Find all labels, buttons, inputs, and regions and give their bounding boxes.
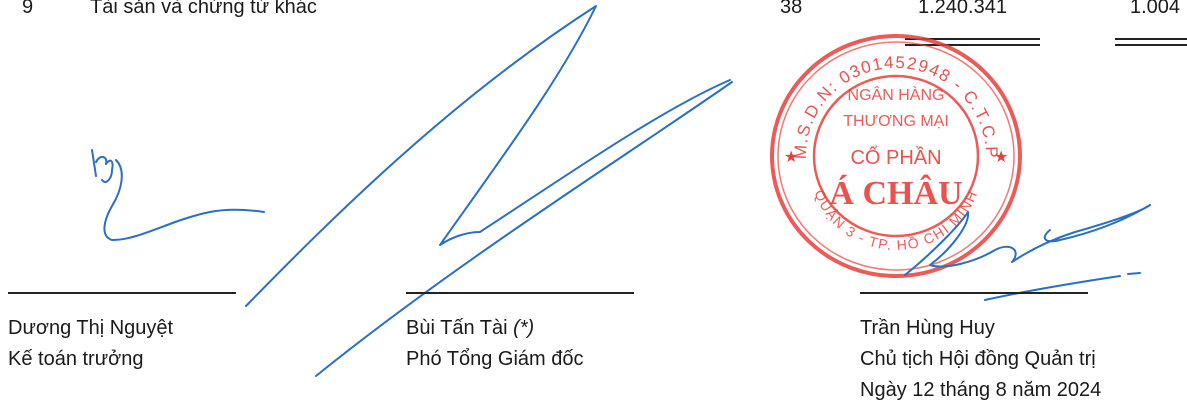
row-label: Tài sản và chứng từ khác: [90, 0, 317, 18]
seal-graphic: M.S.D.N: 0301452948 - C.T.C.P QUẬN 3 - T…: [770, 34, 1022, 278]
seal-line-3: CỔ PHẦN: [850, 145, 941, 169]
row-value-current: 1.240.341: [918, 0, 1007, 18]
signatory-3-name: Trần Hùng Huy: [860, 317, 995, 339]
signatory-1-title: Kế toán trưởng: [8, 348, 144, 370]
signature-line-3: [860, 292, 1088, 294]
signatory-3-title: Chủ tịch Hội đồng Quản trị: [860, 348, 1096, 370]
svg-text:M.S.D.N: 0301452948 - C.T.C.P: M.S.D.N: 0301452948 - C.T.C.P: [791, 53, 1001, 160]
signature-1: [91, 149, 265, 241]
seal-line-4: Á CHÂU: [829, 174, 962, 212]
row-index: 9: [22, 0, 34, 18]
signatory-2-mark: (*): [513, 317, 535, 339]
signatory-2-name: Bùi Tấn Tài: [406, 317, 508, 339]
signatory-2-name-block: Bùi Tấn Tài (*): [406, 316, 534, 340]
signature-line-2: [406, 292, 634, 294]
seal-star-left: ★: [784, 149, 798, 166]
row-value-prior: 1.004: [1130, 0, 1181, 18]
row-note: 38: [780, 0, 803, 18]
signature-line-1: [8, 292, 236, 294]
seal-line-1: NGÂN HÀNG: [848, 85, 945, 104]
signatory-1-name: Dương Thị Nguyệt: [8, 317, 174, 339]
signatory-2-title: Phó Tổng Giám đốc: [406, 348, 584, 370]
seal-star-right: ★: [994, 149, 1008, 166]
total-underline-prior: [1115, 38, 1187, 46]
seal-line-2: THƯƠNG MẠI: [843, 113, 949, 130]
seal-outer-text: M.S.D.N: 0301452948 - C.T.C.P: [791, 53, 1000, 160]
company-seal: M.S.D.N: 0301452948 - C.T.C.P QUẬN 3 - T…: [768, 30, 1024, 282]
signing-date: Ngày 12 tháng 8 năm 2024: [860, 379, 1102, 401]
total-underline-current: [905, 38, 1040, 46]
